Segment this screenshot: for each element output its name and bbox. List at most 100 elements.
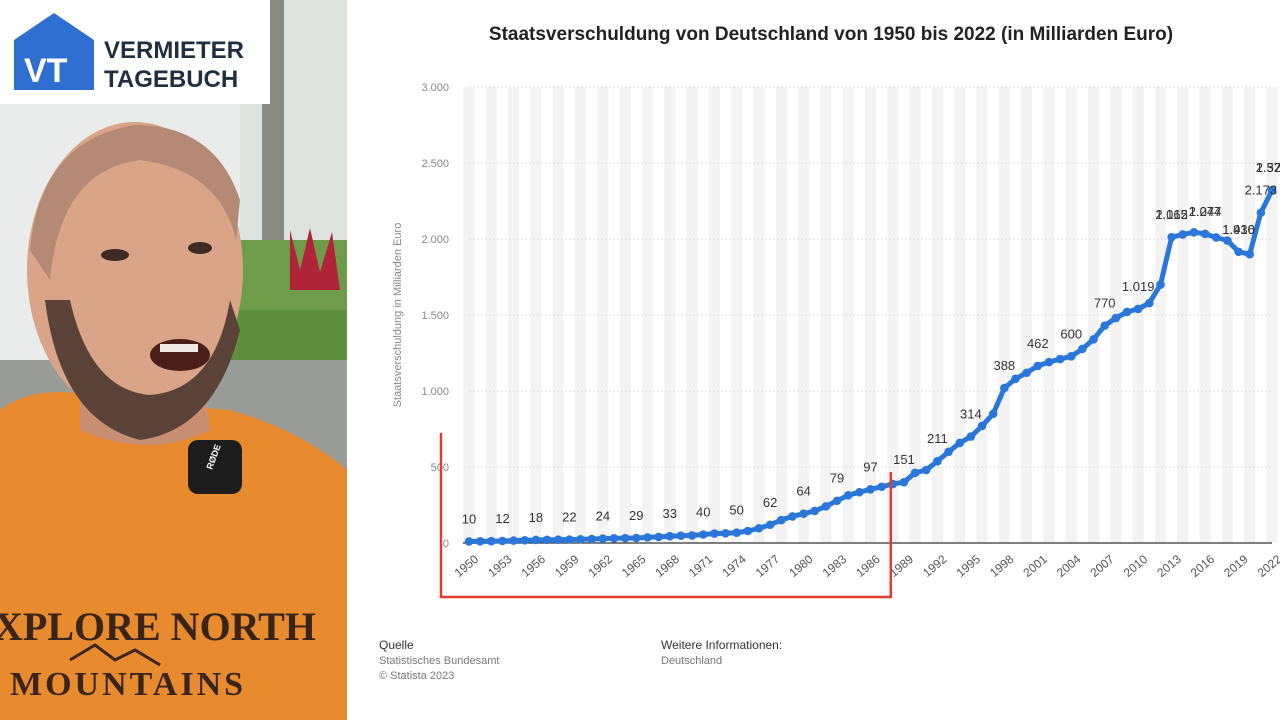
data-label: 1.019 [1122,279,1155,294]
data-point [1267,185,1277,195]
chart-panel: Staatsverschuldung von Deutschland von 1… [347,0,1280,720]
data-point [743,526,753,536]
data-point [732,528,741,537]
x-tick-label: 1980 [786,552,816,580]
data-label: 1.916 [1222,222,1255,237]
x-tick-label: 2004 [1054,552,1084,580]
data-point [966,432,976,441]
column-band [1154,87,1167,543]
data-point [1156,280,1165,289]
data-label: 64 [796,484,810,499]
data-point [1078,344,1087,354]
data-point [542,535,552,545]
x-tick-label: 2016 [1188,552,1218,580]
data-label: 10 [462,511,476,526]
data-point [721,528,730,538]
column-band [1266,87,1278,543]
x-tick-label: 1962 [586,552,616,580]
data-point [475,537,485,546]
x-tick-label: 1968 [652,552,682,580]
data-point [810,506,820,516]
data-point [665,531,675,541]
data-label: 462 [1027,336,1049,351]
highlight-bracket [439,433,893,599]
x-tick-label: 1998 [987,552,1017,580]
x-tick-label: 1977 [753,552,783,580]
data-point [1245,249,1254,259]
data-label: 62 [763,495,777,510]
data-label: 1.578 [1256,160,1280,175]
data-point [643,533,652,542]
column-band [1043,87,1055,543]
data-point [498,536,507,546]
data-point [609,533,619,543]
data-point [988,409,998,419]
data-point [1133,304,1143,314]
data-point [866,485,875,494]
data-point [676,531,686,541]
debt-chart: Staatsverschuldung von Deutschland von 1… [392,24,1280,599]
y-axis-label: Staatsverschuldung in Milliarden Euro [392,223,404,408]
source-line2: © Statista 2023 [379,670,455,682]
column-band [1065,87,1077,543]
shirt-print-line1: XPLORE NORTH [0,604,316,649]
data-label: 79 [830,471,844,486]
data-point [553,535,563,544]
x-tick-label: 2019 [1221,552,1251,580]
column-band [530,87,542,543]
data-point [776,515,786,525]
data-point [921,465,931,475]
data-point [955,438,965,448]
data-point [1256,208,1266,218]
gridlines [469,86,1272,468]
data-point [1044,357,1054,367]
data-label: 2.173 [1245,183,1278,198]
data-label: 12 [495,511,509,526]
series-points [464,185,1277,546]
presenter-video: RØDE XPLORE NORTH MOUNTAINS [0,0,347,720]
data-point [654,532,663,542]
x-tick-label: 1992 [920,552,950,580]
data-label: 22 [562,510,576,525]
data-point [821,502,831,511]
x-tick-label: 2007 [1087,552,1117,580]
data-point [1100,321,1110,330]
data-label: 314 [960,407,982,422]
data-point [620,533,630,543]
x-axis-ticks: 1950 1953 1956 1959 1962 1965 1968 1971 1974 1977… [452,552,1280,580]
lapel-mic [188,440,242,494]
data-point [1066,352,1076,361]
x-tick-label: 1953 [485,552,515,580]
data-point [832,496,842,506]
data-point [754,523,764,533]
data-point [1000,383,1009,393]
data-label: 600 [1060,326,1082,341]
data-point [1022,368,1031,378]
x-tick-label: 1986 [853,552,883,580]
data-label: 211 [927,431,948,446]
data-labels: 10 12 18 22 24 29 33 40 50 62 64 79 97 151 211 314 388 46… [462,160,1280,526]
x-tick-label: 2013 [1154,552,1184,580]
data-point [1223,236,1232,245]
data-point [587,534,596,544]
y-tick-label: 3.000 [421,82,449,94]
data-point [687,531,697,540]
y-tick-label: 0 [443,538,449,550]
logo-text-line1: VERMIETER [104,37,244,64]
data-label: 2.044 [1189,204,1222,219]
data-point [598,534,608,543]
data-point [933,456,942,466]
chart-title: Staatsverschuldung von Deutschland von 1… [489,24,1173,45]
x-tick-label: 1950 [452,552,482,580]
x-tick-label: 1995 [954,552,984,580]
data-label: 29 [629,508,643,523]
presenter-scene: RØDE XPLORE NORTH MOUNTAINS [0,0,347,720]
x-tick-label: 1974 [719,552,749,580]
logo-mark: VT [24,52,68,90]
data-point [487,536,496,546]
data-point [877,482,886,492]
data-point [520,535,530,545]
x-tick-label: 2010 [1121,552,1151,580]
data-label: 1.165 [1155,207,1188,222]
column-band [909,87,921,543]
